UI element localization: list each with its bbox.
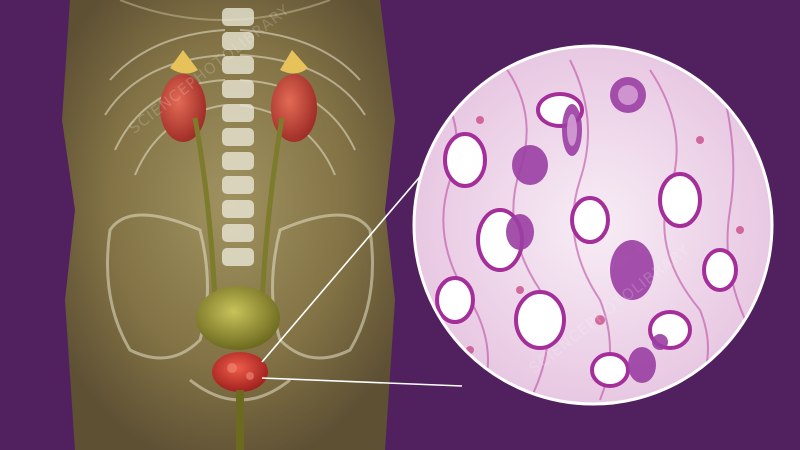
ureters xyxy=(192,117,285,301)
urethra xyxy=(236,390,244,450)
adrenal-gland-right xyxy=(280,50,308,74)
prostate-gland xyxy=(212,352,268,392)
urinary-bladder xyxy=(196,286,280,350)
spine xyxy=(222,8,254,266)
histology-micrograph xyxy=(412,44,774,406)
adrenal-gland-left xyxy=(170,50,198,74)
